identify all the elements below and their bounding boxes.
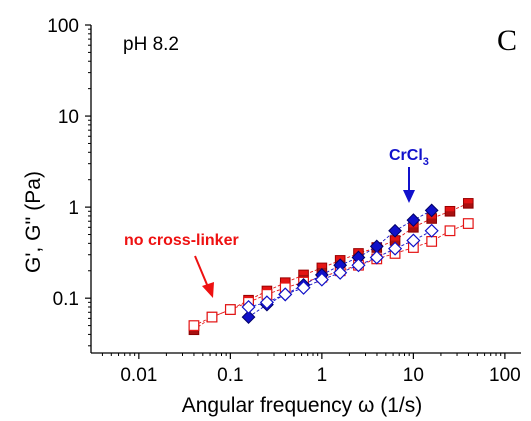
condition-label: pH 8.2: [123, 34, 179, 55]
data-point: [369, 250, 384, 265]
data-point: [206, 311, 218, 323]
data-point-shade: [463, 203, 474, 209]
crcl3-label: CrCl3: [389, 147, 429, 168]
data-point-shade: [426, 218, 437, 224]
crcl3-subscript: 3: [423, 156, 429, 168]
data-point-shade: [445, 211, 455, 217]
data-point: [462, 218, 474, 229]
data-point-shade: [189, 329, 199, 335]
data-point: [388, 223, 402, 238]
x-axis-label: Angular frequency ω (1/s): [182, 394, 423, 417]
data-point: [259, 295, 274, 310]
y-tick-label: 100: [47, 16, 79, 37]
data-point: [424, 203, 439, 218]
plot-series: [188, 198, 474, 336]
data-point: [444, 205, 456, 217]
y-tick-label: 1: [68, 198, 79, 219]
crcl3-main: CrCl: [389, 147, 423, 164]
data-point: [241, 310, 256, 324]
y-axis-label: G', G'' (Pa): [22, 171, 45, 273]
data-point: [462, 198, 474, 209]
data-point: [296, 280, 311, 295]
data-point: [278, 287, 293, 302]
crcl3-arrow: [403, 167, 415, 203]
series-open-diamond: [241, 223, 439, 315]
y-tick-label: 0.1: [53, 289, 79, 310]
x-tick-label: 100: [489, 365, 521, 386]
data-point: [241, 299, 256, 315]
data-point: [406, 233, 421, 248]
series-line: [193, 223, 469, 327]
data-point: [424, 223, 439, 238]
x-tick-label: 10: [403, 365, 424, 386]
data-point: [333, 265, 348, 280]
series-line: [193, 202, 469, 331]
x-tick-label: 0.1: [217, 365, 243, 386]
series-filled-diamond: [241, 203, 439, 324]
data-point: [224, 304, 236, 315]
data-point: [444, 225, 456, 237]
data-point: [426, 236, 438, 247]
x-tick-label: 1: [317, 365, 328, 386]
data-point: [351, 258, 366, 273]
axes: [90, 25, 521, 354]
series-line: [248, 230, 432, 308]
data-point: [406, 213, 421, 228]
axis-ticks: 0.01 0.1 1 10 100 0.1 1 10 100: [47, 16, 520, 386]
data-point: [314, 272, 329, 287]
data-point: [388, 241, 403, 256]
no-crosslinker-arrow: [194, 255, 214, 298]
x-tick-label: 0.01: [120, 365, 157, 386]
no-crosslinker-label: no cross-linker: [124, 232, 239, 249]
panel-label: C: [497, 24, 517, 57]
data-point: [188, 320, 200, 331]
y-tick-label: 10: [58, 107, 79, 128]
data-point-shade: [408, 227, 419, 233]
